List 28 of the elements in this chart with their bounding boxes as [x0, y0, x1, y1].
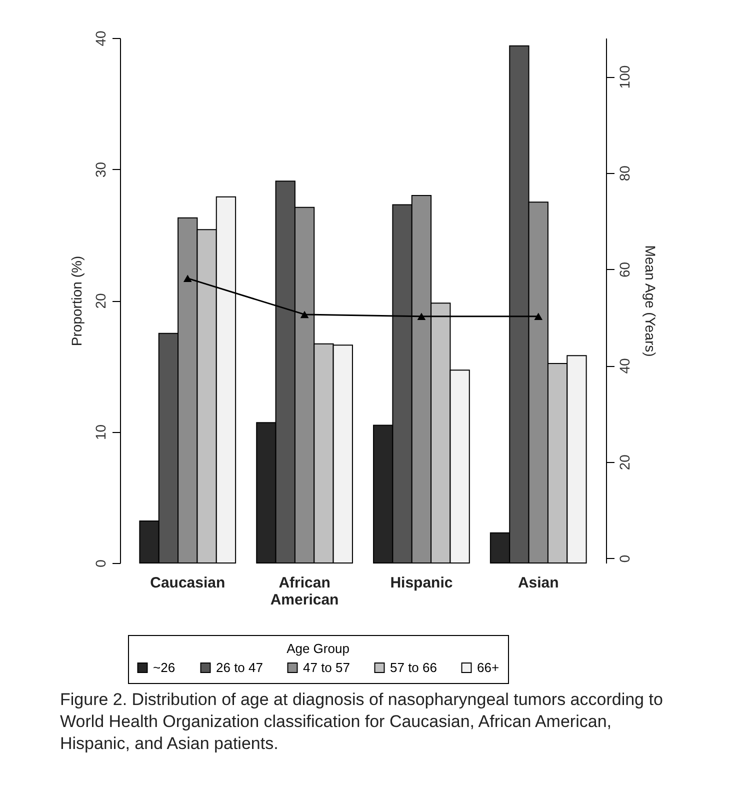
point: [417, 312, 426, 320]
x-tick-label: Asian: [518, 574, 559, 592]
y-tick-label: 10: [92, 424, 108, 440]
y2-axis-title: Mean Age (Years): [642, 245, 658, 357]
y-tick-label: 30: [92, 162, 108, 178]
y-tick-label: 40: [92, 30, 108, 46]
y2-tick-label: 20: [616, 454, 632, 470]
point: [183, 274, 192, 282]
point: [534, 312, 543, 320]
legend-label: ~26: [153, 660, 176, 675]
legend-label: 66+: [477, 660, 500, 675]
y2-tick-label: 100: [616, 65, 632, 89]
point: [300, 310, 309, 318]
caption: Figure 2. Distribution of age at diagnosis of nasopharyngeal tumors according to World Health Organization classification for Caucasian, African American, Hispanic, and Asian patients.: [60, 689, 664, 756]
y2-tick-label: 0: [616, 554, 632, 563]
y-axis-title: Proportion (%): [68, 256, 84, 346]
y-tick-label: 0: [92, 559, 108, 568]
legend-label: 57 to 66: [390, 660, 437, 675]
x-tick-label: Caucasian: [150, 574, 226, 592]
x-tick-label: African American: [270, 574, 339, 608]
legend-label: 26 to 47: [216, 660, 263, 675]
y2-tick-label: 60: [616, 262, 632, 278]
y2-tick-label: 40: [616, 358, 632, 374]
legend-label: 47 to 57: [303, 660, 350, 675]
y2-tick-label: 80: [616, 165, 632, 182]
y-tick-label: 20: [92, 293, 108, 309]
x-tick-label: Hispanic: [390, 574, 453, 592]
legend-title: Age Group: [286, 641, 350, 656]
